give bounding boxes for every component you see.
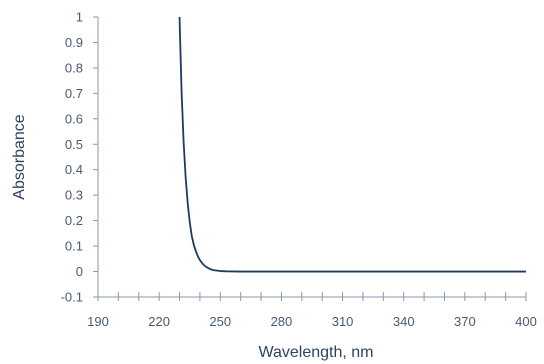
y-tick-label: 0.6 [65,111,83,126]
x-tick-label: 250 [209,314,231,329]
x-tick-label: 310 [332,314,354,329]
absorbance-series-line [178,16,526,273]
y-tick-label: 0.9 [65,35,83,50]
x-tick-label: 190 [87,314,109,329]
y-tick-label: 0.1 [65,239,83,254]
y-axis-ticks: -0.1 0 0.1 0.2 0.3 0.4 0.5 0.6 0.7 0.8 0.9 1 [61,10,98,305]
y-tick-label: 0.2 [65,213,83,228]
y-tick-label: -0.1 [61,290,83,305]
y-tick-label: 0.8 [65,60,83,75]
y-tick-label: 0.7 [65,86,83,101]
x-tick-label: 400 [515,314,537,329]
x-tick-label: 370 [454,314,476,329]
x-axis-title: Wavelength, nm [258,344,373,361]
y-axis-title: Absorbance [11,114,28,199]
y-tick-label: 0.3 [65,188,83,203]
x-tick-label: 280 [271,314,293,329]
y-tick-label: 0.5 [65,137,83,152]
x-axis-ticks: 190 220 250 280 310 340 370 400 [87,292,537,329]
x-tick-label: 340 [393,314,415,329]
x-tick-label: 220 [148,314,170,329]
y-tick-label: 0 [76,264,83,279]
y-tick-label: 0.4 [65,162,83,177]
y-tick-label: 1 [76,10,83,25]
